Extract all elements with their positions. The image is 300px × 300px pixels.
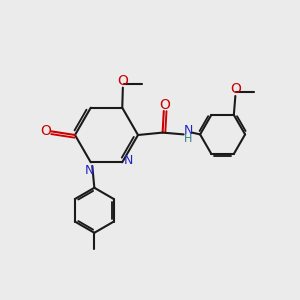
- Text: O: O: [159, 98, 170, 112]
- Text: N: N: [124, 154, 133, 167]
- Text: N: N: [85, 164, 94, 177]
- Text: O: O: [230, 82, 241, 96]
- Text: N: N: [183, 124, 193, 137]
- Text: O: O: [40, 124, 51, 138]
- Text: H: H: [184, 134, 192, 144]
- Text: O: O: [117, 74, 128, 88]
